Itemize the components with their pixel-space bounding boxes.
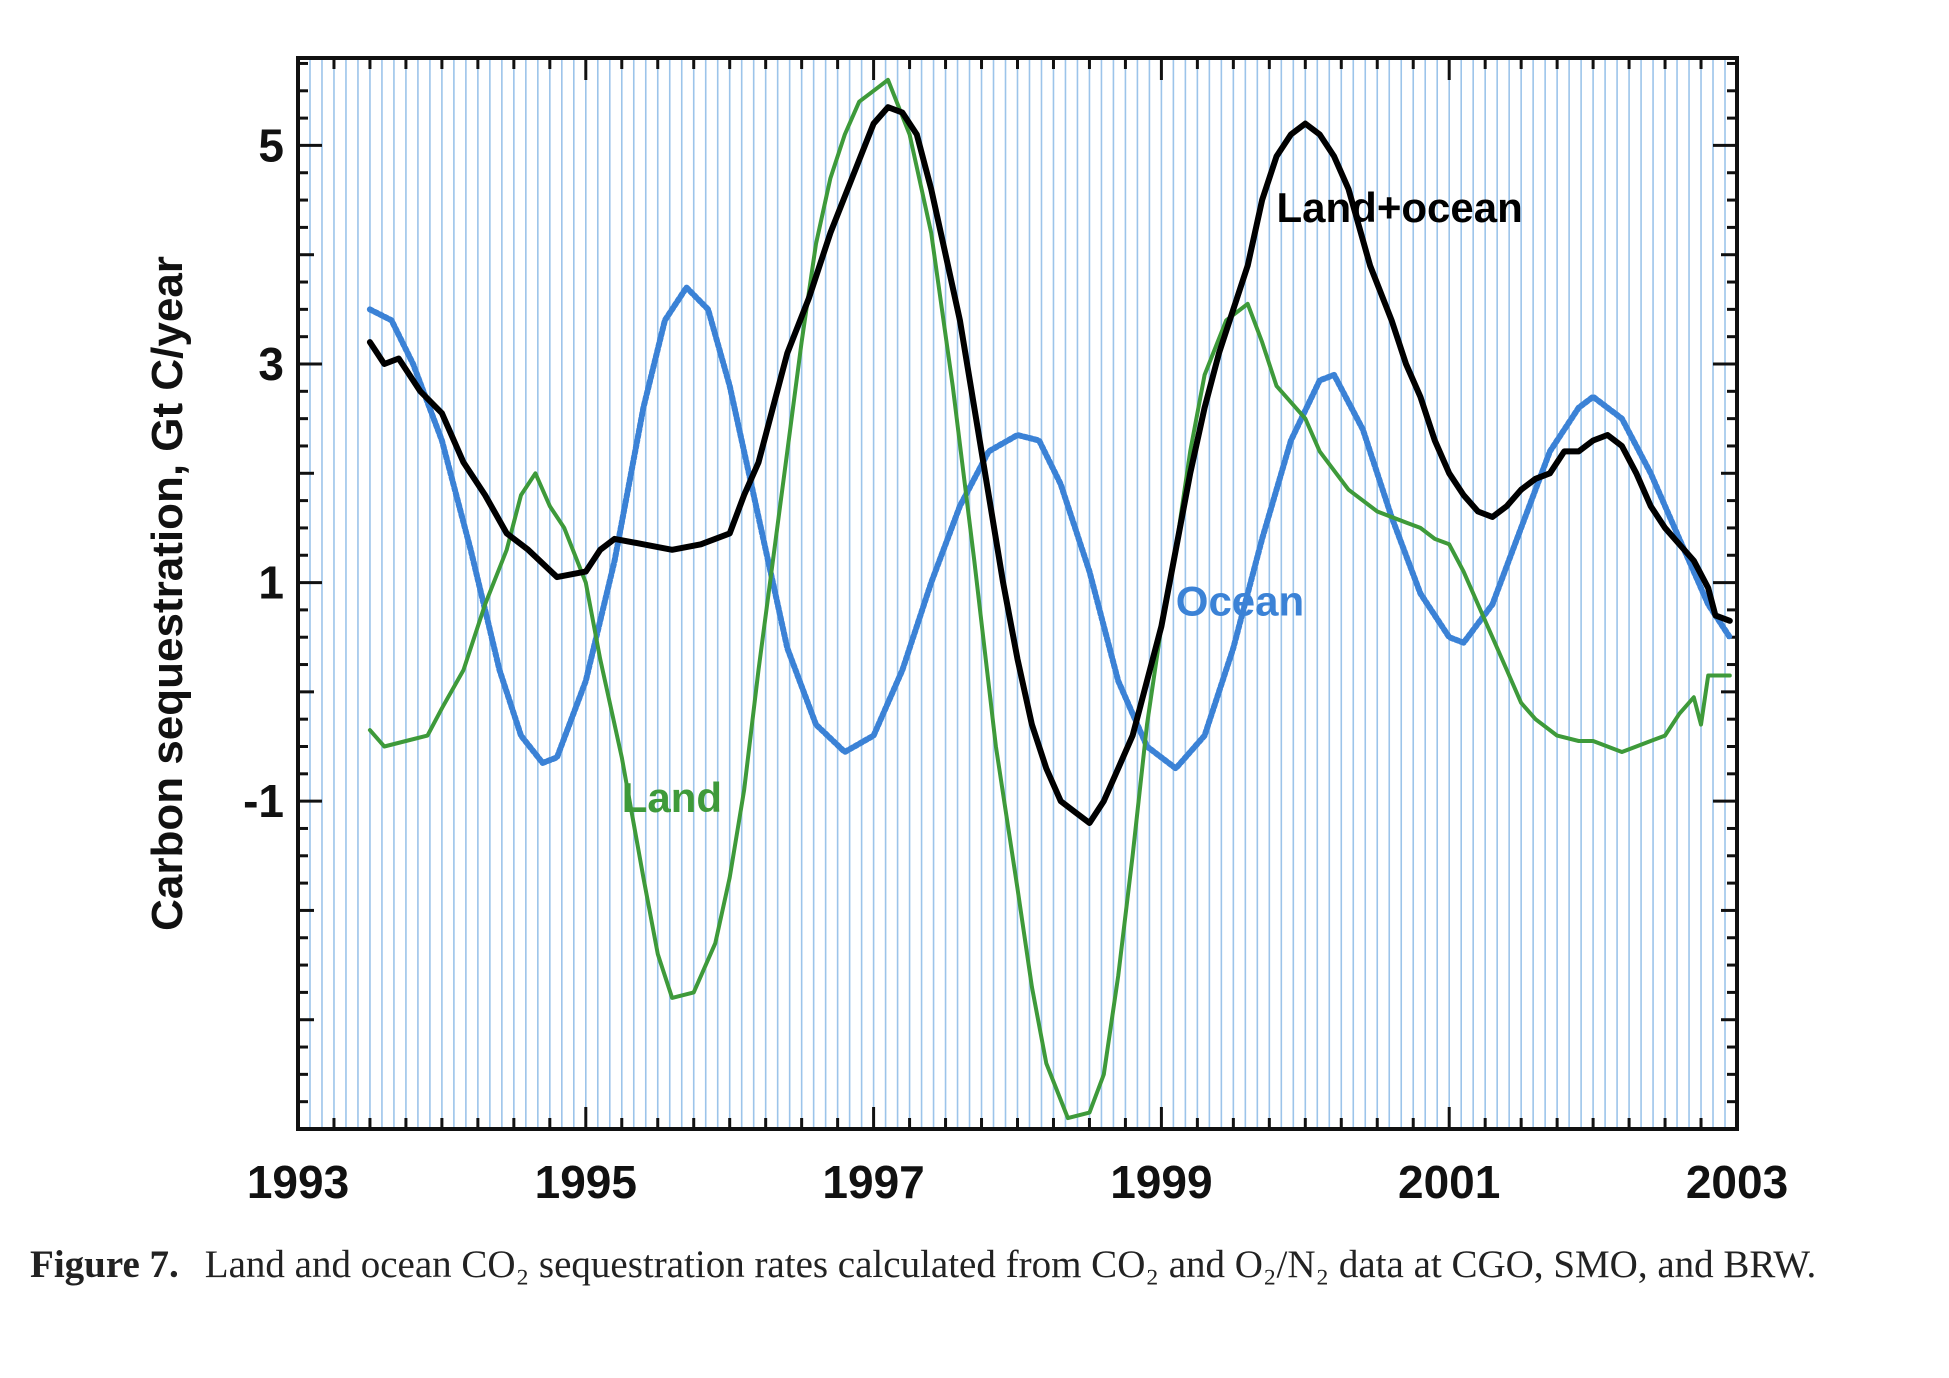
caption-label: Figure 7.	[30, 1243, 179, 1286]
x-tick-label: 1993	[247, 1156, 349, 1208]
annotation-ocean: Ocean	[1176, 577, 1304, 624]
annotation-land: Land	[622, 774, 722, 821]
series-annotations: Land+ocean Ocean Land	[622, 184, 1523, 821]
annotation-land-ocean: Land+ocean	[1277, 184, 1523, 231]
axis-labels: 1993 1995 1997 1999 2001 2003 -1 1 3 5	[243, 119, 1788, 1208]
y-tick-label: 3	[258, 338, 284, 390]
y-tick-label: 1	[258, 557, 284, 609]
x-tick-label: 1999	[1110, 1156, 1212, 1208]
x-tick-label: 1995	[535, 1156, 637, 1208]
series-line-land	[367, 77, 1732, 1121]
y-axis-title: Carbon sequestration, Gt C/year	[143, 256, 192, 931]
caption-text: Land and ocean CO₂ sequestration rates c…	[204, 1243, 1817, 1286]
x-tick-label: 2001	[1398, 1156, 1500, 1208]
plot-frame	[296, 56, 1739, 1131]
x-tick-label: 2003	[1686, 1156, 1788, 1208]
series-line-land-ocean	[366, 104, 1733, 826]
series-line-ocean	[366, 284, 1733, 772]
gridlines	[309, 58, 1726, 1129]
figure-caption: Figure 7. Land and ocean CO₂ sequestratio…	[30, 1242, 1920, 1288]
y-tick-label: 5	[258, 119, 284, 171]
x-tick-label: 1997	[822, 1156, 924, 1208]
y-tick-label: -1	[243, 775, 284, 827]
series-lines	[366, 77, 1733, 1121]
